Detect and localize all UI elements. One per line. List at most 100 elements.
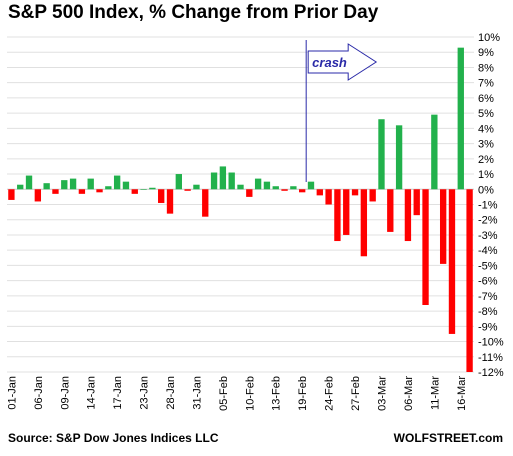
bar: [193, 184, 200, 190]
y-tick-label: 6%: [478, 93, 494, 105]
x-tick-label: 31-Jan: [191, 376, 203, 410]
y-tick-label: -7%: [478, 291, 498, 303]
brand-text: WOLFSTREET.com: [393, 431, 503, 445]
bar: [466, 189, 473, 372]
bar: [316, 189, 323, 196]
bar: [34, 189, 42, 202]
y-tick-label: 1%: [478, 169, 494, 181]
bar: [105, 186, 112, 190]
bar: [113, 175, 121, 190]
crash-arrow: [307, 43, 378, 81]
y-tick-label: -9%: [478, 321, 498, 333]
y-tick-label: 7%: [478, 78, 494, 90]
bar: [237, 184, 244, 190]
y-tick-label: -3%: [478, 230, 498, 242]
y-tick-label: 8%: [478, 62, 494, 74]
bar: [17, 184, 24, 190]
x-tick-label: 16-Mar: [456, 376, 468, 411]
x-tick-label: 03-Mar: [376, 376, 388, 411]
y-tick-label: 5%: [478, 108, 494, 120]
bar: [325, 189, 332, 205]
bar: [166, 189, 174, 214]
bar: [202, 189, 209, 217]
x-tick-label: 28-Jan: [165, 376, 177, 410]
bar: [343, 189, 350, 235]
y-axis-ticks: 10% 9% 8% 7% 6% 5% 4% 3% 2% 1% 0% -1% -2% -3% -4% -5% -6…: [478, 32, 504, 379]
x-tick-label: 05-Feb: [218, 376, 230, 411]
y-tick-label: 4%: [478, 123, 494, 135]
bar: [378, 119, 385, 190]
bar: [96, 189, 103, 193]
x-tick-label: 06-Jan: [33, 376, 45, 410]
bar: [184, 189, 191, 191]
x-tick-label: 10-Feb: [244, 376, 256, 411]
bar: [299, 189, 306, 193]
x-tick-label: 01-Jan: [6, 376, 18, 410]
bar: [351, 189, 359, 196]
bar: [158, 189, 165, 203]
x-tick-label: 11-Mar: [429, 376, 441, 410]
bar: [61, 180, 68, 190]
bar: [140, 189, 147, 190]
chart-title: S&P 500 Index, % Change from Prior Day: [8, 2, 379, 23]
bar: [272, 186, 279, 190]
y-tick-label: -8%: [478, 306, 498, 318]
x-tick-label: 19-Feb: [297, 376, 309, 411]
x-tick-label: 13-Feb: [271, 376, 283, 411]
y-tick-label: 0%: [478, 184, 494, 196]
x-tick-label: 24-Feb: [324, 376, 336, 411]
bar: [8, 189, 15, 200]
y-tick-label: -10%: [478, 337, 504, 349]
y-tick-label: -2%: [478, 215, 498, 227]
bar: [219, 166, 227, 190]
source-text: Source: S&P Dow Jones Indices LLC: [8, 431, 219, 445]
bar: [395, 125, 403, 190]
bar: [175, 174, 182, 190]
y-tick-label: 3%: [478, 139, 494, 151]
bar: [122, 181, 130, 190]
bar: [448, 189, 456, 334]
x-tick-label: 09-Jan: [59, 376, 71, 410]
y-tick-label: 9%: [478, 47, 494, 59]
bar: [439, 189, 447, 264]
bar: [43, 183, 50, 190]
bar: [78, 189, 86, 194]
horizontal-gridlines: [7, 36, 474, 373]
crash-label: crash: [312, 55, 347, 70]
bar: [52, 189, 59, 194]
x-tick-label: 23-Jan: [139, 376, 151, 410]
y-tick-label: -4%: [478, 245, 498, 257]
bar: [457, 47, 464, 190]
bar: [422, 189, 429, 305]
bar: [290, 186, 297, 190]
bar: [25, 175, 33, 190]
x-tick-label: 06-Mar: [403, 376, 415, 411]
bar: [404, 189, 412, 242]
y-tick-label: -6%: [478, 276, 498, 288]
bar: [307, 181, 315, 190]
x-tick-label: 14-Jan: [86, 376, 98, 410]
bar: [387, 189, 394, 232]
bar: [87, 178, 94, 190]
bar: [149, 187, 156, 190]
bar: [413, 189, 420, 216]
bar: [131, 189, 138, 194]
bar: [246, 189, 253, 197]
x-tick-label: 27-Feb: [350, 376, 362, 411]
bar: [254, 178, 262, 190]
bar: [69, 178, 77, 190]
y-tick-label: -5%: [478, 260, 498, 272]
bar: [360, 189, 368, 257]
y-tick-label: -11%: [478, 352, 503, 364]
bars: [8, 47, 473, 372]
y-tick-label: -12%: [478, 367, 504, 379]
y-tick-label: 10%: [478, 32, 500, 44]
bar: [369, 189, 376, 202]
bar: [263, 181, 271, 190]
x-tick-label: 17-Jan: [112, 376, 124, 410]
y-tick-label: 2%: [478, 154, 494, 166]
bar: [228, 172, 235, 190]
bar: [210, 172, 218, 190]
bar: [281, 189, 288, 191]
